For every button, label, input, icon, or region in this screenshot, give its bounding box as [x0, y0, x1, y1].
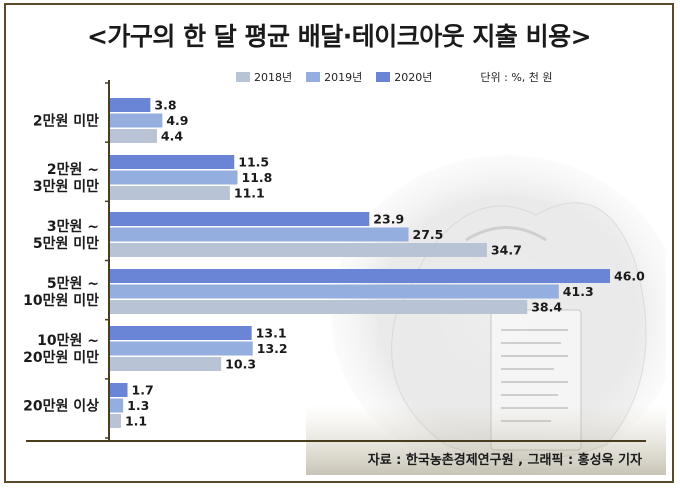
- bar-2019: [109, 398, 124, 413]
- bar-2020: [109, 326, 252, 340]
- bar-2018: [109, 300, 528, 314]
- value-label-2018: 38.4: [531, 300, 562, 315]
- legend-swatch-2018: [236, 72, 250, 82]
- bar-2020: [109, 269, 610, 283]
- value-label-2020: 11.5: [238, 155, 269, 170]
- source-credit: 자료 : 한국농촌경제연구원 , 그래픽 : 홍성욱 기자: [367, 453, 642, 468]
- bar-2020: [109, 212, 370, 226]
- bar-2019: [109, 284, 559, 299]
- bar-2020: [109, 383, 128, 397]
- value-label-2018: 11.1: [234, 186, 265, 201]
- value-label-2019: 27.5: [413, 227, 444, 242]
- infographic-frame: <가구의 한 달 평균 배달·테이크아웃 지출 비용> 2018년 2019년 …: [4, 3, 674, 483]
- unit-note: 단위 : %, 천 원: [480, 71, 553, 84]
- value-label-2018: 4.4: [161, 129, 183, 144]
- value-label-2019: 4.9: [166, 113, 188, 128]
- value-label-2019: 13.2: [257, 341, 288, 356]
- legend-swatch-2019: [306, 72, 321, 82]
- category-label: 3만원 미만: [33, 179, 99, 195]
- category-label: 10만원 미만: [23, 293, 99, 309]
- value-label-2020: 1.7: [132, 383, 154, 398]
- value-label-2020: 23.9: [373, 212, 404, 227]
- legend-label-2018: 2018년: [254, 71, 293, 84]
- value-label-2020: 46.0: [614, 269, 645, 284]
- value-label-2019: 41.3: [563, 284, 594, 299]
- category-label: 2만원 미만: [33, 114, 99, 130]
- bar-2018: [109, 243, 487, 257]
- value-label-2019: 11.8: [242, 170, 273, 185]
- category-label: 5만원 ~: [47, 276, 99, 292]
- bar-2020: [109, 98, 151, 112]
- category-label: 3만원 ~: [47, 219, 99, 235]
- bar-chart: 2만원 미만 3.84.94.4 2만원 ~3만원 미만 11.511.811.1 3만…: [23, 80, 646, 442]
- bar-2018: [109, 357, 222, 371]
- category-label: 20만원 이상: [23, 398, 99, 415]
- legend-item-2018: 2018년: [236, 69, 292, 85]
- legend-swatch-2020: [376, 72, 391, 82]
- category-label: 5만원 미만: [33, 236, 99, 252]
- bar-2019: [109, 341, 253, 356]
- legend-label-2020: 2020년: [394, 71, 433, 84]
- legend: 2018년 2019년 2020년 단위 : %, 천 원: [236, 69, 553, 85]
- value-label-2018: 1.1: [125, 414, 147, 429]
- value-label-2020: 3.8: [154, 98, 176, 113]
- category-label: 10만원 ~: [37, 333, 99, 349]
- bar-2018: [109, 186, 230, 200]
- bar-2019: [109, 227, 409, 242]
- bar-2020: [109, 155, 235, 169]
- chart-title: <가구의 한 달 평균 배달·테이크아웃 지출 비용>: [86, 22, 592, 51]
- legend-item-2020: 2020년: [376, 69, 432, 85]
- bar-2019: [109, 170, 238, 185]
- legend-label-2019: 2019년: [324, 71, 363, 84]
- value-label-2019: 1.3: [127, 398, 149, 413]
- bar-2018: [109, 414, 121, 428]
- legend-item-2019: 2019년: [306, 69, 362, 85]
- value-label-2018: 10.3: [225, 357, 256, 372]
- category-label: 20만원 미만: [23, 350, 99, 366]
- value-label-2020: 13.1: [256, 326, 287, 341]
- bar-2019: [109, 113, 163, 128]
- value-label-2018: 34.7: [491, 243, 522, 258]
- category-label: 2만원 ~: [47, 162, 99, 178]
- bar-2018: [109, 129, 157, 143]
